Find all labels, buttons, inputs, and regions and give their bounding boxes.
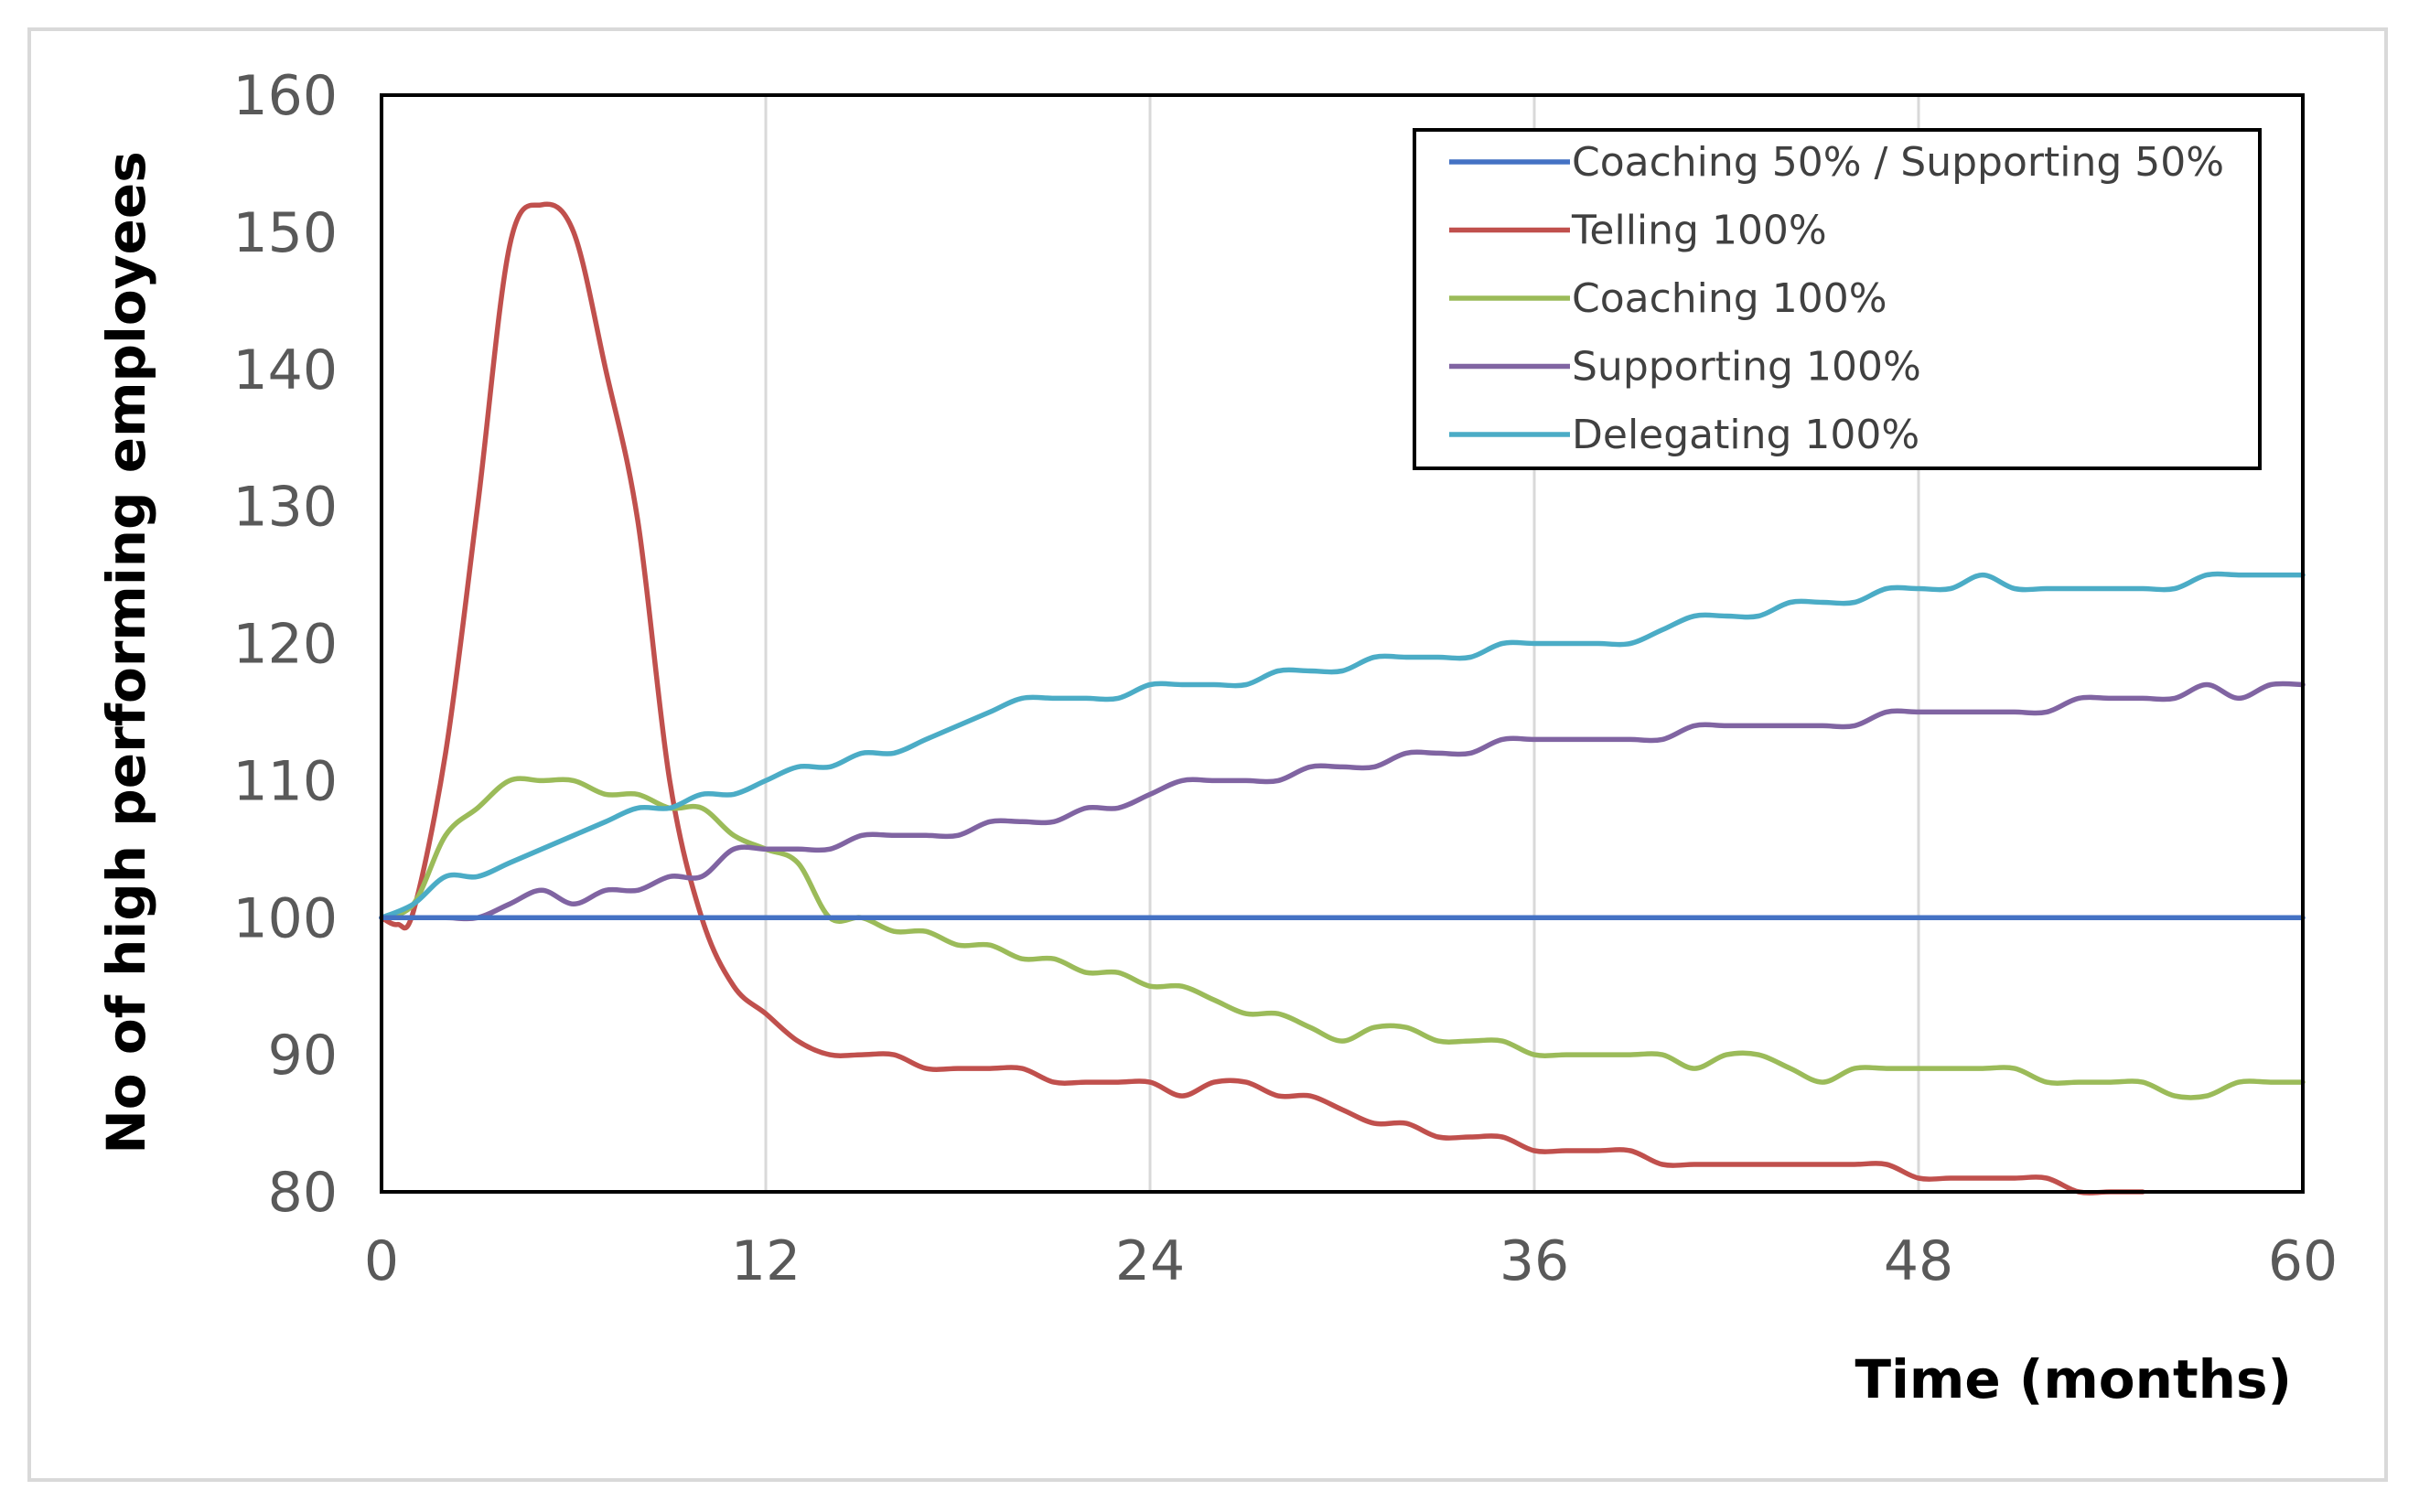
y-tick-label: 160 [232,64,338,128]
y-tick-label: 120 [232,613,338,677]
y-tick-label: 150 [232,201,338,265]
y-tick-label: 100 [232,886,338,950]
plot-area-border [380,93,2305,1194]
x-tick-label: 0 [364,1229,399,1293]
series-line-telling-100 [379,201,2145,1196]
x-tick-label: 36 [1500,1229,1569,1293]
series-line-delegating-100 [379,571,2306,921]
x-tick-label: 48 [1884,1229,1953,1293]
legend-label-coaching-50-supporting-50: Coaching 50% / Supporting 50% [1572,139,2224,186]
y-tick-label: 80 [268,1161,338,1225]
legend: Coaching 50% / Supporting 50% Telling 100… [1413,128,2262,470]
y-tick-label: 90 [268,1024,338,1088]
legend-label-coaching-100: Coaching 100% [1572,275,1887,322]
legend-label-supporting-100: Supporting 100% [1572,344,1921,391]
y-tick-label: 110 [232,749,338,813]
y-tick-label: 140 [232,338,338,402]
legend-label-telling-100: Telling 100% [1571,208,1827,254]
y-axis-tick-labels: 80 90 100 110 120 130 140 150 160 [232,64,338,1225]
y-axis-title: No of high performing employees [95,151,157,1154]
x-tick-label: 60 [2268,1229,2338,1293]
x-axis-title: Time (months) [1855,1348,2292,1410]
legend-label-delegating-100: Delegating 100% [1572,412,1919,458]
series-line-supporting-100 [379,681,2306,922]
series-line-coaching-100 [379,776,2306,1100]
x-tick-label: 12 [731,1229,801,1293]
series-lines [379,201,2306,1196]
x-axis-tick-labels: 0 12 24 36 48 60 [364,1229,2338,1293]
y-tick-label: 130 [232,476,338,540]
x-tick-label: 24 [1115,1229,1185,1293]
